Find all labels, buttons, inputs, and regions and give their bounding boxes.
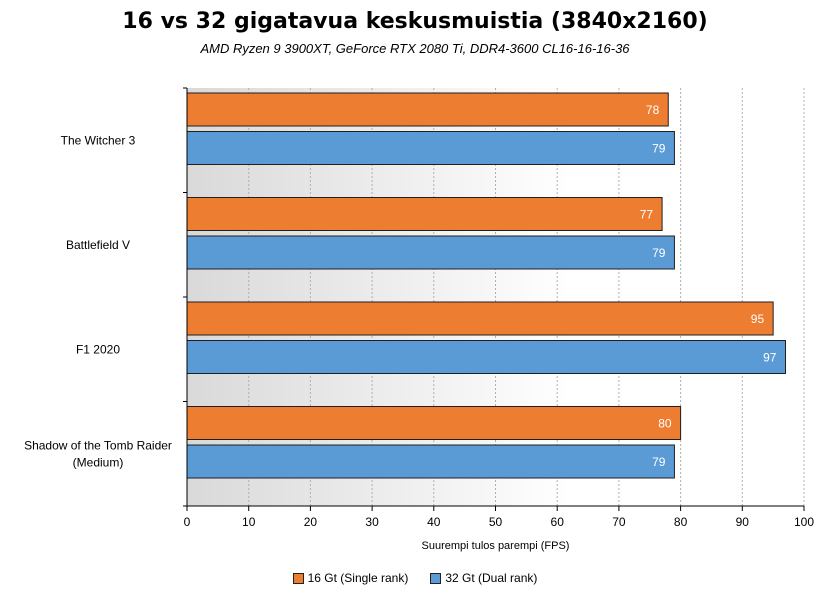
bar	[186, 340, 786, 374]
legend-label-16gt: 16 Gt (Single rank)	[307, 571, 409, 585]
bar	[186, 301, 774, 336]
x-tick-label: 10	[242, 515, 256, 529]
x-tick-label: 100	[794, 515, 814, 529]
bar-value-label: 97	[763, 351, 777, 365]
x-tick-label: 0	[184, 515, 191, 529]
chart-legend: 16 Gt (Single rank) 32 Gt (Dual rank)	[0, 571, 830, 585]
legend-swatch-16gt	[292, 572, 304, 584]
bar-value-label: 79	[652, 142, 666, 156]
x-tick-label: 60	[551, 515, 565, 529]
x-tick-label: 50	[489, 515, 503, 529]
bar	[186, 131, 675, 165]
bar	[186, 406, 682, 440]
x-tick-label: 80	[674, 515, 688, 529]
bar	[186, 444, 675, 479]
x-tick-label: 40	[427, 515, 441, 529]
x-tick-label: 90	[736, 515, 750, 529]
x-axis-title: Suurempi tulos parempi (FPS)	[422, 540, 570, 552]
bar	[186, 92, 669, 127]
bar-value-label: 77	[640, 208, 654, 222]
bar-value-label: 95	[751, 312, 765, 326]
bar-value-label: 78	[646, 103, 660, 117]
x-tick-label: 70	[612, 515, 626, 529]
bar	[186, 197, 663, 231]
x-tick-label: 30	[365, 515, 379, 529]
category-label: Shadow of the Tomb Raider (Medium)	[24, 438, 172, 469]
chart-title: 16 vs 32 gigatavua keskusmuistia (3840x2…	[122, 9, 708, 34]
legend-label-32gt: 32 Gt (Dual rank)	[445, 571, 538, 585]
x-tick-label: 20	[304, 515, 318, 529]
legend-swatch-32gt	[430, 572, 442, 584]
category-label: F1 2020	[76, 342, 120, 356]
legend-item-16gt: 16 Gt (Single rank)	[292, 571, 409, 585]
legend-item-32gt: 32 Gt (Dual rank)	[430, 571, 537, 585]
bar-value-label: 79	[652, 246, 666, 260]
chart-subtitle: AMD Ryzen 9 3900XT, GeForce RTX 2080 Ti,…	[200, 41, 630, 56]
category-label: The Witcher 3	[61, 133, 136, 147]
bar-value-label: 79	[652, 455, 666, 469]
bar	[186, 235, 675, 270]
bar-value-label: 80	[658, 417, 672, 431]
category-label: Battlefield V	[66, 238, 130, 252]
